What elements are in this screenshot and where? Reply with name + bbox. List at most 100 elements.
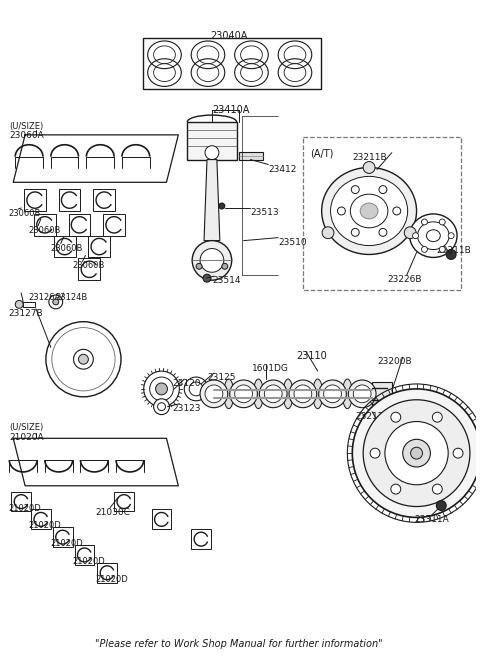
Circle shape: [363, 400, 470, 506]
Ellipse shape: [418, 222, 449, 250]
Circle shape: [154, 399, 169, 415]
Bar: [143, 38, 321, 89]
Circle shape: [436, 500, 446, 510]
Circle shape: [73, 349, 93, 369]
Circle shape: [352, 389, 480, 517]
Circle shape: [432, 412, 442, 422]
Bar: [239, 152, 264, 160]
Text: 23200B: 23200B: [377, 357, 412, 366]
Ellipse shape: [342, 379, 352, 409]
Circle shape: [370, 448, 380, 458]
Circle shape: [53, 299, 59, 305]
Bar: [191, 529, 211, 549]
Circle shape: [382, 409, 386, 413]
Bar: [103, 214, 125, 236]
Text: 23513: 23513: [251, 208, 279, 217]
Text: 23040A: 23040A: [210, 31, 247, 41]
Circle shape: [439, 246, 445, 252]
Circle shape: [385, 422, 448, 485]
Bar: [69, 214, 90, 236]
Text: 21030C: 21030C: [96, 508, 130, 517]
Bar: [303, 137, 461, 290]
Circle shape: [49, 295, 63, 309]
Bar: [93, 189, 115, 211]
Ellipse shape: [322, 168, 417, 254]
Circle shape: [150, 377, 173, 401]
Bar: [53, 527, 72, 547]
Circle shape: [413, 233, 419, 238]
Text: 23125: 23125: [207, 373, 236, 382]
Text: 23226B: 23226B: [387, 275, 421, 284]
Ellipse shape: [350, 194, 388, 228]
Circle shape: [351, 229, 359, 236]
Text: 23060A: 23060A: [9, 131, 44, 140]
Circle shape: [294, 385, 312, 403]
Bar: [187, 122, 237, 160]
Text: (U/SIZE): (U/SIZE): [9, 424, 44, 432]
Ellipse shape: [224, 379, 234, 409]
Circle shape: [203, 274, 211, 282]
Ellipse shape: [331, 176, 408, 246]
Ellipse shape: [253, 379, 264, 409]
Bar: [54, 236, 75, 257]
Ellipse shape: [426, 230, 440, 242]
Text: 23120: 23120: [172, 379, 201, 388]
Circle shape: [200, 380, 228, 407]
Circle shape: [219, 203, 225, 209]
Circle shape: [205, 385, 223, 403]
Circle shape: [439, 219, 445, 225]
Text: 23126A: 23126A: [28, 293, 60, 302]
Circle shape: [322, 227, 334, 238]
Text: 23060B: 23060B: [8, 209, 41, 218]
Text: "Please refer to Work Shop Manual for further information": "Please refer to Work Shop Manual for fu…: [95, 639, 383, 649]
Ellipse shape: [360, 203, 378, 219]
Circle shape: [379, 185, 387, 193]
Circle shape: [353, 385, 371, 403]
Circle shape: [189, 382, 203, 396]
Circle shape: [192, 240, 232, 280]
Bar: [34, 214, 56, 236]
Circle shape: [410, 447, 422, 459]
Bar: [11, 492, 31, 512]
Circle shape: [79, 354, 88, 364]
Text: (U/SIZE): (U/SIZE): [9, 122, 44, 131]
Circle shape: [446, 250, 456, 259]
Bar: [23, 302, 35, 307]
Bar: [114, 492, 134, 512]
Circle shape: [337, 207, 346, 215]
Text: 21020D: 21020D: [96, 574, 128, 584]
Text: 23510: 23510: [278, 238, 307, 247]
Circle shape: [235, 385, 252, 403]
Bar: [59, 189, 81, 211]
Circle shape: [324, 385, 341, 403]
Circle shape: [184, 377, 208, 401]
Circle shape: [421, 219, 427, 225]
Circle shape: [222, 263, 228, 269]
Circle shape: [52, 328, 115, 391]
Circle shape: [205, 145, 219, 160]
Bar: [31, 510, 51, 529]
Circle shape: [64, 339, 103, 379]
Text: 23060B: 23060B: [51, 244, 83, 253]
Bar: [152, 510, 171, 529]
Bar: [74, 545, 94, 565]
Bar: [88, 236, 110, 257]
Circle shape: [157, 403, 166, 411]
Circle shape: [379, 405, 389, 415]
Text: 21020D: 21020D: [28, 521, 61, 531]
Circle shape: [379, 229, 387, 236]
Circle shape: [319, 380, 347, 407]
Ellipse shape: [409, 214, 457, 257]
Text: 23410A: 23410A: [212, 105, 249, 115]
Circle shape: [448, 233, 454, 238]
Text: 1601DG: 1601DG: [252, 364, 288, 373]
Bar: [24, 189, 46, 211]
Text: 21020D: 21020D: [51, 539, 84, 548]
Circle shape: [391, 412, 401, 422]
Text: 23311B: 23311B: [436, 246, 471, 255]
Text: 23412: 23412: [268, 164, 297, 174]
Polygon shape: [204, 160, 220, 240]
Text: 21020D: 21020D: [8, 504, 41, 513]
Circle shape: [156, 383, 168, 395]
Circle shape: [59, 335, 108, 384]
